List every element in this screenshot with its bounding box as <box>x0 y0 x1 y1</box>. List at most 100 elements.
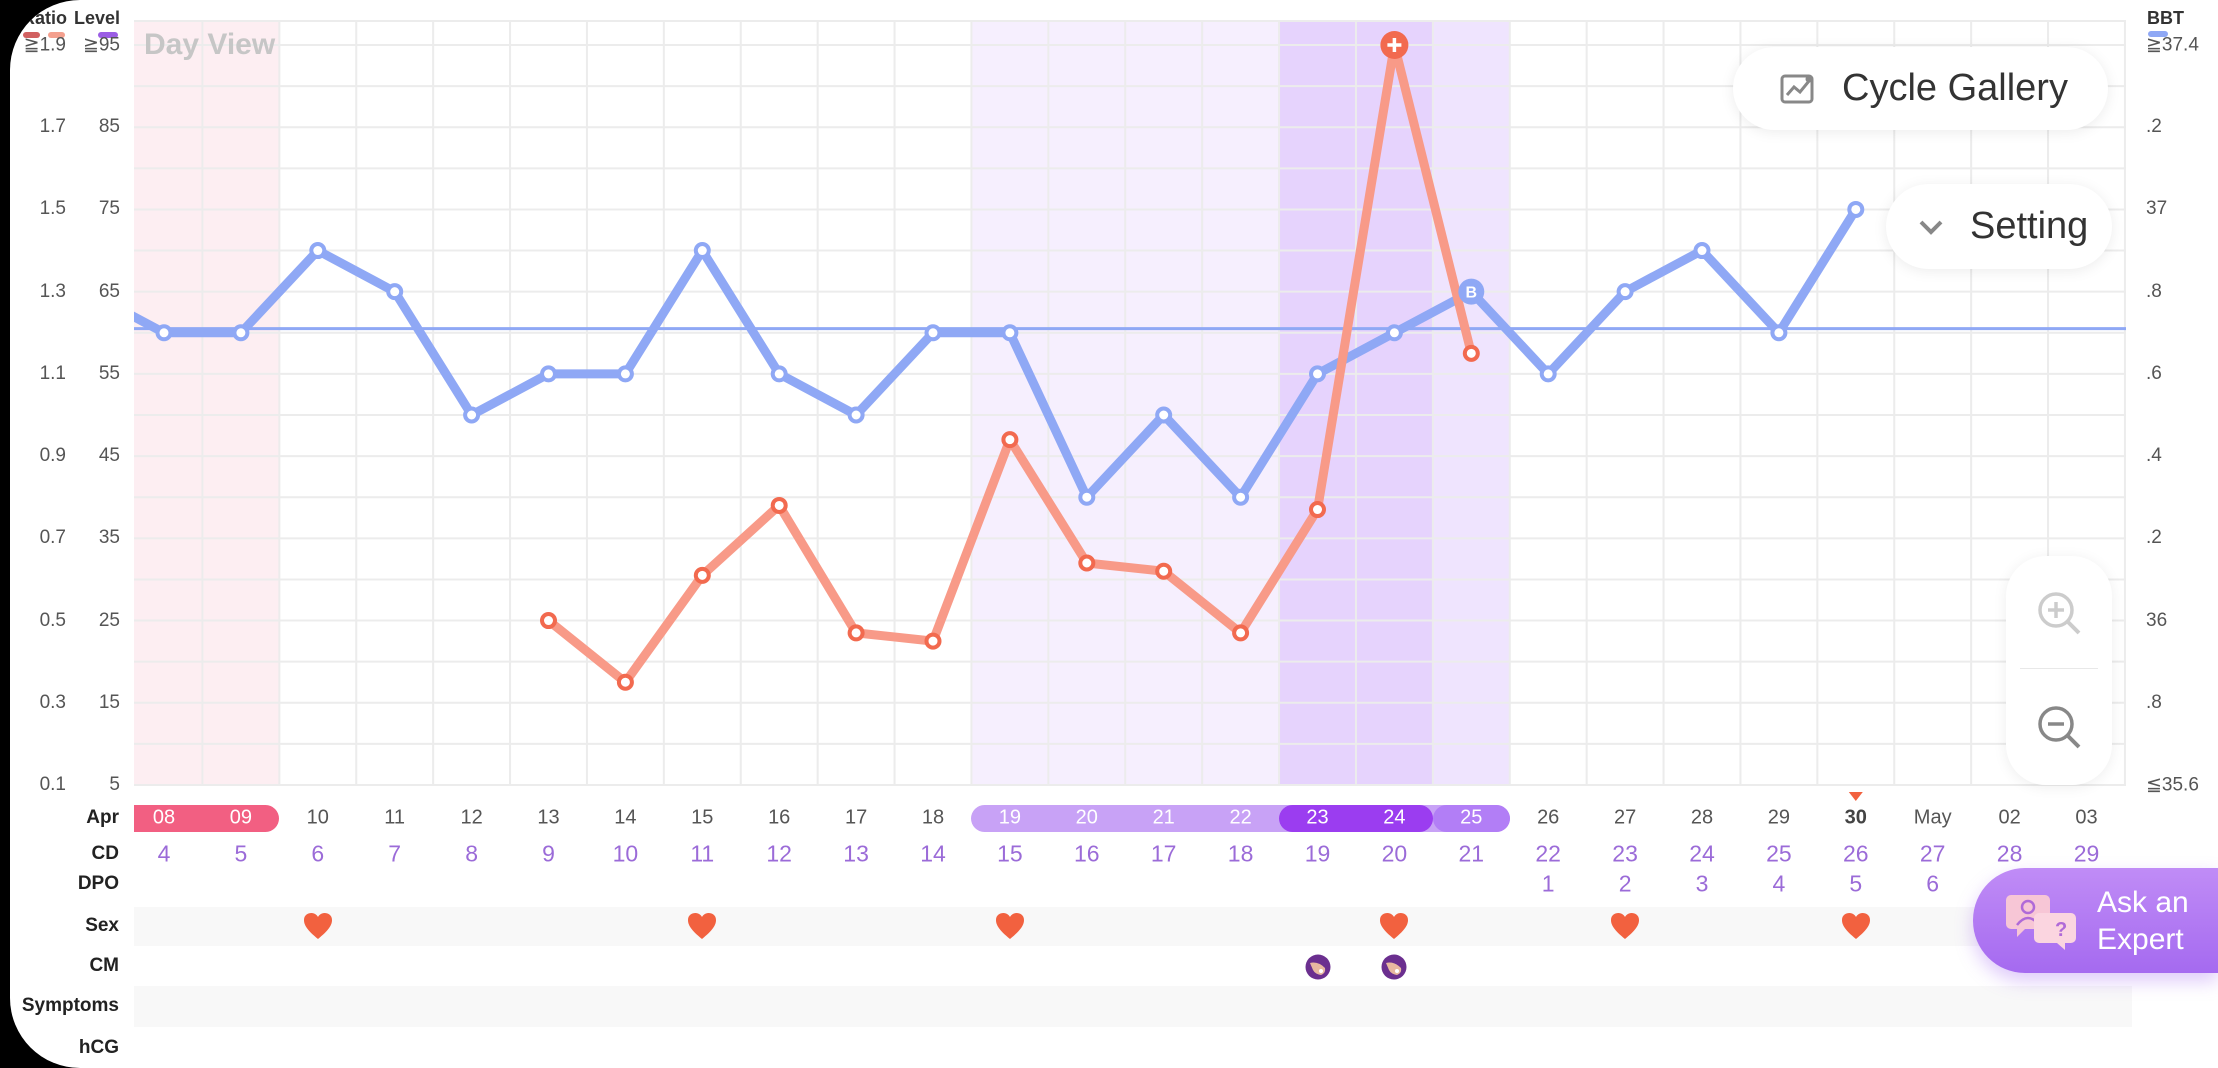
legend-bbt-swatch <box>2148 31 2168 37</box>
date-cell[interactable]: 14 <box>614 806 637 829</box>
ratio-point <box>770 496 788 514</box>
ask-expert-button[interactable]: ? Ask an Expert <box>1973 868 2218 973</box>
cycle-day-cell: 26 <box>1843 840 1869 867</box>
date-cell[interactable]: 08 <box>152 806 176 829</box>
date-cell[interactable]: 22 <box>1229 806 1252 829</box>
level-tick-label: 55 <box>98 362 120 384</box>
zoom-controls <box>2006 556 2112 785</box>
cervical-mucus-icon[interactable] <box>1381 954 1407 980</box>
bbt-point <box>232 324 250 342</box>
setting-button[interactable]: Setting <box>1886 184 2112 269</box>
date-cell[interactable]: 23 <box>1306 806 1329 829</box>
row-label-cd: CD <box>91 843 119 864</box>
today-marker-icon <box>1848 792 1863 801</box>
cycle-day-cell: 4 <box>157 840 171 867</box>
bbt-tick-label: ≦35.6 <box>2146 774 2199 796</box>
heart-icon[interactable] <box>303 912 333 940</box>
date-cell[interactable]: 29 <box>1767 806 1791 829</box>
chevron-down-icon <box>1919 220 1943 235</box>
bbt-point <box>616 365 634 383</box>
fertility-chart[interactable]: B <box>10 0 2218 1068</box>
bbt-marker-point <box>1458 278 1485 305</box>
heart-icon[interactable] <box>1610 912 1640 940</box>
ratio-tick-label: 1.5 <box>39 198 66 220</box>
date-cell[interactable]: 02 <box>1998 806 2021 829</box>
ratio-point <box>924 632 942 650</box>
date-cell[interactable]: 16 <box>768 806 791 829</box>
date-cell[interactable]: 28 <box>1690 806 1714 829</box>
date-cell[interactable]: 20 <box>1075 806 1098 829</box>
date-cell[interactable]: 30 <box>1844 806 1867 829</box>
ratio-point <box>1232 624 1250 642</box>
date-cell[interactable]: 03 <box>2075 806 2098 829</box>
heart-icon[interactable] <box>687 912 717 940</box>
level-tick-label: ≧95 <box>82 34 120 56</box>
bbt-point <box>1078 488 1096 506</box>
bbt-point <box>847 406 865 424</box>
level-tick-label: 85 <box>98 116 120 138</box>
date-cell[interactable]: May <box>1913 806 1952 829</box>
bbt-tick-label: .2 <box>2146 116 2162 138</box>
ratio-tick-label: 0.7 <box>39 527 66 549</box>
date-cell[interactable]: 11 <box>384 806 406 829</box>
ask-expert-line2: Expert <box>2097 922 2184 956</box>
date-cell[interactable]: 21 <box>1152 806 1175 829</box>
bbt-tick-label: 36 <box>2146 609 2168 631</box>
dpo-cell: 3 <box>1695 870 1709 897</box>
cervical-mucus-icon[interactable] <box>1305 954 1331 980</box>
bbt-point <box>1539 365 1557 383</box>
cycle-day-cell: 21 <box>1458 840 1485 867</box>
dpo-cell: 6 <box>1926 870 1940 897</box>
cycle-day-cell: 28 <box>1996 840 2023 867</box>
fertile-shade <box>971 21 1049 785</box>
bbt-point <box>463 406 481 424</box>
date-cell[interactable]: 24 <box>1383 806 1406 829</box>
ratio-tick-label: ≧1.9 <box>23 34 66 56</box>
bbt-tick-label: .8 <box>2146 691 2162 713</box>
legend-ratio-light-swatch <box>48 32 65 38</box>
peak-pill <box>1279 805 1433 832</box>
bbt-point <box>1693 242 1711 260</box>
heart-icon[interactable] <box>1379 912 1409 940</box>
day-view-label: Day View <box>144 28 276 61</box>
date-cell[interactable]: 17 <box>844 806 868 829</box>
heart-icon[interactable] <box>1841 912 1871 940</box>
legend-bbt: BBT <box>2147 8 2184 28</box>
bbt-point <box>693 242 711 260</box>
ratio-point <box>616 673 634 691</box>
expert-chat-icon: ? <box>2006 894 2076 950</box>
date-cell[interactable]: 26 <box>1537 806 1560 829</box>
level-tick-label: 25 <box>98 609 120 631</box>
period-shade <box>202 21 280 785</box>
date-cell[interactable]: 27 <box>1613 806 1637 829</box>
zoom-in-icon[interactable] <box>2036 590 2082 636</box>
peak-shade <box>1279 21 1356 785</box>
bbt-point <box>1232 488 1250 506</box>
date-cell[interactable]: 10 <box>306 806 329 829</box>
heart-icon[interactable] <box>995 912 1025 940</box>
date-cell[interactable]: 19 <box>998 806 1022 829</box>
period-pill <box>134 805 280 832</box>
date-cell[interactable]: 09 <box>229 806 253 829</box>
zoom-out-icon[interactable] <box>2036 704 2082 750</box>
date-cell[interactable]: 25 <box>1460 806 1483 829</box>
ratio-point <box>1001 431 1019 449</box>
level-tick-label: 65 <box>98 280 120 302</box>
date-cell[interactable]: 18 <box>921 806 945 829</box>
ratio-point <box>1078 554 1096 572</box>
date-cell[interactable]: 15 <box>691 806 714 829</box>
bbt-point <box>1770 324 1788 342</box>
date-cell[interactable]: 12 <box>460 806 483 829</box>
level-tick-label: 15 <box>98 691 120 713</box>
ratio-point <box>693 566 711 584</box>
ratio-tick-label: 0.3 <box>39 691 66 713</box>
row-label-month: Apr <box>86 807 119 828</box>
bbt-point <box>924 324 942 342</box>
cycle-day-cell: 22 <box>1535 840 1561 867</box>
cycle-day-cell: 5 <box>234 840 248 867</box>
bbt-point <box>540 365 557 383</box>
date-cell[interactable]: 13 <box>537 806 560 829</box>
cycle-gallery-button[interactable]: Cycle Gallery <box>1733 47 2108 130</box>
legend-ratio-dark-swatch <box>23 32 40 38</box>
dpo-cell: 4 <box>1772 870 1786 897</box>
